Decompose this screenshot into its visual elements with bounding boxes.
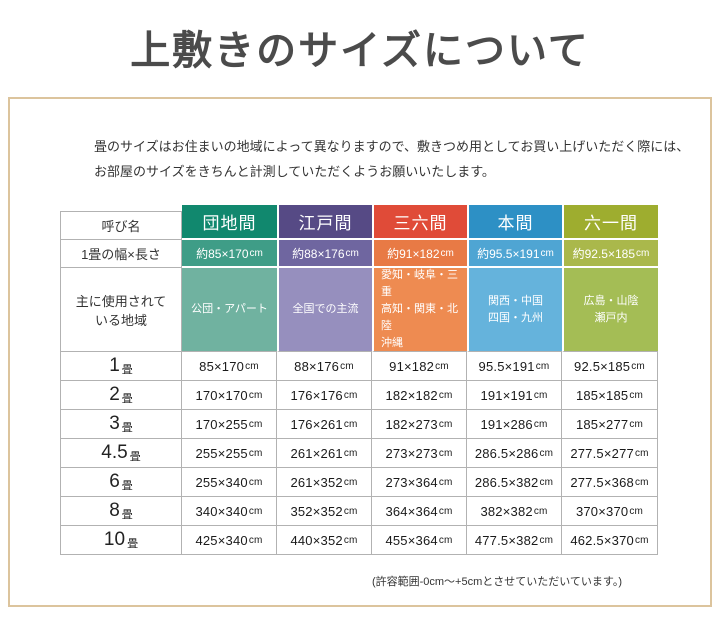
size-value-cell: 約95.5×191 cm	[467, 240, 562, 269]
mat-size-cell: 286.5×286 cm	[467, 439, 562, 469]
mat-size-cell: 191×286 cm	[467, 410, 562, 440]
mat-size-cell: 88×176 cm	[277, 352, 372, 382]
mat-size-cell: 95.5×191 cm	[467, 352, 562, 382]
mat-size-cell: 170×255 cm	[182, 410, 277, 440]
mat-size-cell: 370×370 cm	[562, 497, 658, 527]
size-row-label: 1畳の幅×長さ	[60, 240, 182, 269]
mat-size-cell: 462.5×370 cm	[562, 526, 658, 556]
column-header: 三六間	[372, 205, 467, 241]
mat-size-cell: 352×352 cm	[277, 497, 372, 527]
region-cell: 広島・山陰 瀬戸内	[562, 268, 658, 353]
mat-size-cell: 364×364 cm	[372, 497, 467, 527]
intro-text: 畳のサイズはお住まいの地域によって異なりますので、敷きつめ用としてお買い上げいた…	[94, 135, 690, 184]
mat-size-cell: 277.5×368 cm	[562, 468, 658, 498]
mat-size-cell: 185×277 cm	[562, 410, 658, 440]
region-row-label: 主に使用されて いる地域	[60, 268, 182, 353]
mat-size-cell: 92.5×185 cm	[562, 352, 658, 382]
mat-size-cell: 440×352 cm	[277, 526, 372, 556]
mat-size-cell: 382×382 cm	[467, 497, 562, 527]
tatami-size-table: 呼び名 団地間 江戸間 三六間 本間 六一間 1畳の幅×長さ 約85×170 cm 約88×176…	[60, 205, 658, 556]
column-header: 六一間	[562, 205, 658, 241]
mat-size-cell: 85×170 cm	[182, 352, 277, 382]
content-panel: 畳のサイズはお住まいの地域によって異なりますので、敷きつめ用としてお買い上げいた…	[8, 97, 712, 607]
mat-size-cell: 277.5×277 cm	[562, 439, 658, 469]
tolerance-note: (許容範囲-0cm～+5cmとさせていただいています。)	[371, 576, 622, 589]
mat-size-cell: 340×340 cm	[182, 497, 277, 527]
mat-size-cell: 273×273 cm	[372, 439, 467, 469]
mat-size-cell: 286.5×382 cm	[467, 468, 562, 498]
column-header: 団地間	[182, 205, 277, 241]
column-header: 江戸間	[277, 205, 372, 241]
column-header: 本間	[467, 205, 562, 241]
corner-cell: 呼び名	[60, 211, 182, 241]
region-cell: 関西・中国 四国・九州	[467, 268, 562, 353]
size-value-cell: 約92.5×185 cm	[562, 240, 658, 269]
mat-size-cell: 261×261 cm	[277, 439, 372, 469]
mat-size-cell: 191×191 cm	[467, 381, 562, 411]
mat-size-cell: 176×176 cm	[277, 381, 372, 411]
mat-size-cell: 176×261 cm	[277, 410, 372, 440]
mat-size-cell: 477.5×382 cm	[467, 526, 562, 556]
mat-size-cell: 455×364 cm	[372, 526, 467, 556]
region-cell: 全国での主流	[277, 268, 372, 353]
region-cell: 愛知・岐阜・三重 高知・関東・北陸 沖縄	[372, 268, 467, 353]
mat-size-cell: 255×340 cm	[182, 468, 277, 498]
mat-size-cell: 425×340 cm	[182, 526, 277, 556]
size-value-cell: 約85×170 cm	[182, 240, 277, 269]
mat-size-cell: 185×185 cm	[562, 381, 658, 411]
mat-count-label: 4.5 畳	[60, 439, 182, 469]
page-title: 上敷きのサイズについて	[130, 27, 590, 74]
mat-size-cell: 255×255 cm	[182, 439, 277, 469]
mat-size-cell: 182×273 cm	[372, 410, 467, 440]
size-value-cell: 約88×176 cm	[277, 240, 372, 269]
mat-size-cell: 91×182 cm	[372, 352, 467, 382]
mat-size-cell: 170×170 cm	[182, 381, 277, 411]
size-value-cell: 約91×182 cm	[372, 240, 467, 269]
mat-size-cell: 273×364 cm	[372, 468, 467, 498]
mat-count-label: 10 畳	[60, 526, 182, 556]
intro-line-1: 畳のサイズはお住まいの地域によって異なりますので、敷きつめ用としてお買い上げいた…	[94, 139, 690, 154]
intro-line-2: お部屋のサイズをきちんと計測していただくようお願いいたします。	[94, 163, 495, 179]
mat-size-cell: 261×352 cm	[277, 468, 372, 498]
region-cell: 公団・アパート	[182, 268, 277, 353]
mat-size-cell: 182×182 cm	[372, 381, 467, 411]
